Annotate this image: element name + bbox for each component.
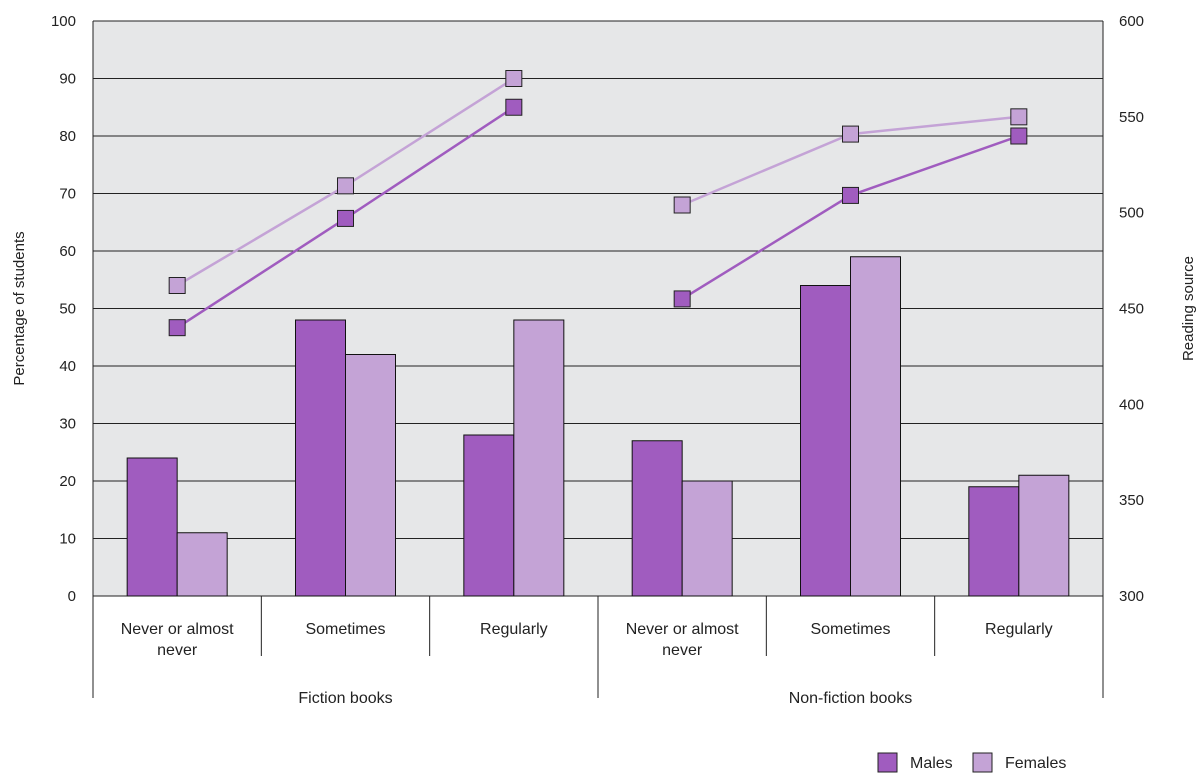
bar-males	[295, 319, 346, 597]
legend-swatch-females	[972, 752, 993, 773]
group-label: Non-fiction books	[789, 690, 913, 707]
bar-females	[176, 532, 228, 597]
y-right-tick-label: 350	[1119, 492, 1144, 509]
y-right-tick-label: 400	[1119, 396, 1144, 413]
y-left-tick-label: 90	[59, 71, 76, 88]
marker-males	[842, 186, 859, 204]
category-label: Sometimes	[305, 621, 385, 638]
category-label: Never or almost never	[626, 621, 739, 659]
category-label: Regularly	[480, 621, 548, 638]
bar-males	[463, 434, 515, 597]
bar-females	[850, 256, 901, 597]
y-left-tick-label: 60	[59, 243, 76, 260]
bar-males	[968, 486, 1020, 597]
bar-females	[513, 319, 565, 597]
y-left-axis-title: Percentage of students	[11, 231, 28, 385]
y-left-tick-label: 40	[59, 358, 76, 375]
y-left-tick-label: 10	[59, 531, 76, 548]
y-right-tick-label: 450	[1119, 301, 1144, 318]
marker-females	[842, 125, 859, 143]
y-right-axis-title: Reading source	[1180, 256, 1197, 361]
category-label: Never or almost never	[121, 621, 234, 659]
y-left-tick-label: 70	[59, 186, 76, 203]
category-label: Sometimes	[810, 621, 890, 638]
marker-females	[337, 177, 354, 195]
y-left-tick-label: 0	[68, 588, 76, 605]
marker-males	[673, 290, 691, 308]
bar-females	[345, 354, 396, 597]
bar-females	[681, 480, 733, 597]
bar-females	[1018, 474, 1070, 597]
legend-label-males: Males	[910, 755, 953, 772]
bar-males	[126, 457, 178, 597]
marker-males	[168, 319, 186, 337]
legend-label-females: Females	[1005, 755, 1066, 772]
bar-males	[631, 440, 683, 597]
marker-females	[505, 70, 523, 87]
bar-males	[800, 285, 851, 597]
marker-males	[1010, 127, 1028, 145]
y-right-tick-label: 600	[1119, 13, 1144, 30]
y-right-tick-label: 500	[1119, 205, 1144, 222]
y-left-tick-label: 100	[51, 13, 76, 30]
y-left-tick-label: 30	[59, 416, 76, 433]
y-left-tick-label: 80	[59, 128, 76, 145]
category-label: Regularly	[985, 621, 1053, 638]
marker-females	[673, 196, 691, 214]
marker-females	[1010, 108, 1028, 126]
y-left-tick-label: 50	[59, 301, 76, 318]
y-left-tick-label: 20	[59, 473, 76, 490]
marker-males	[337, 209, 354, 227]
marker-males	[505, 98, 523, 116]
y-right-tick-label: 300	[1119, 588, 1144, 605]
marker-females	[168, 277, 186, 294]
y-right-tick-label: 550	[1119, 109, 1144, 126]
group-label: Fiction books	[298, 690, 392, 707]
legend-swatch-males	[877, 752, 898, 773]
